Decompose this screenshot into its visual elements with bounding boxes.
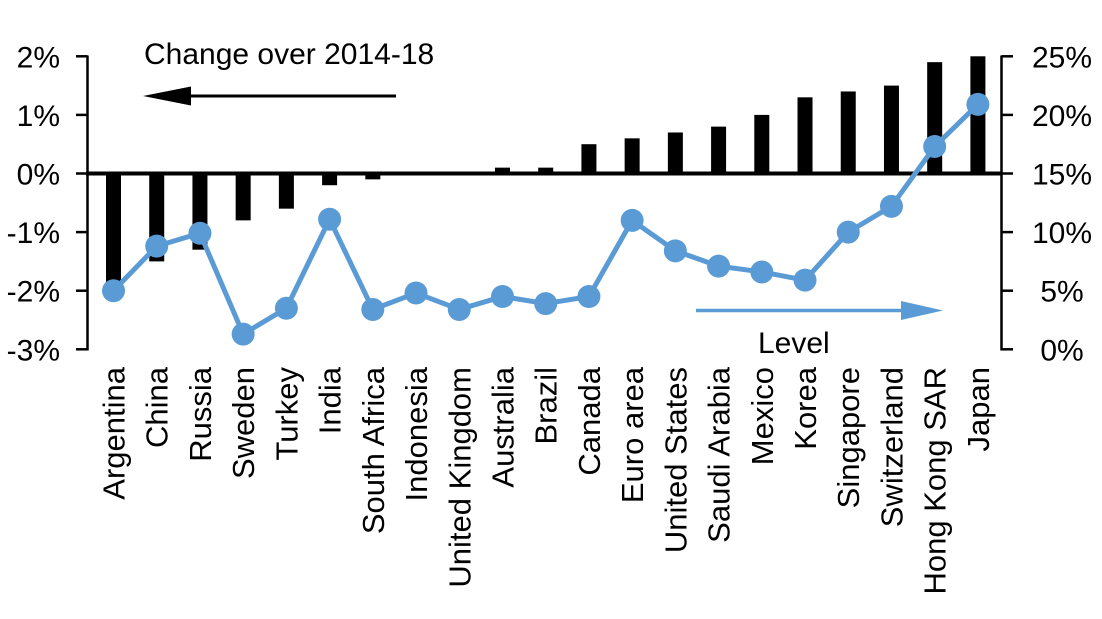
right-arrowhead-icon: [901, 301, 943, 320]
level-marker: [361, 297, 385, 321]
axes: 2% 1% 0% -1% -2% -3% 25% 20% 15% 10% 5% 0%: [7, 41, 1092, 367]
category-label: Saudi Arabia: [702, 366, 737, 543]
category-label: United States: [658, 367, 693, 553]
right-axis-tick-label: 0%: [1040, 334, 1083, 367]
right-axis-tick-label: 5%: [1040, 276, 1083, 309]
level-marker: [102, 279, 125, 303]
category-label: Sweden: [226, 367, 261, 479]
category-labels: Argentina China Russia Sweden Turkey India Sou…: [97, 366, 996, 594]
left-axis-tick-label: -1%: [7, 217, 60, 250]
category-label: Mexico: [745, 367, 780, 465]
category-label: India: [313, 366, 348, 434]
right-axis-tick-label: 25%: [1032, 41, 1092, 74]
level-marker: [274, 296, 298, 320]
bar: [840, 91, 856, 174]
level-marker: [231, 322, 255, 346]
level-marker: [966, 92, 990, 116]
bar: [883, 85, 899, 174]
bar: [106, 173, 121, 285]
bar: [797, 97, 813, 174]
left-arrowhead-icon: [143, 86, 191, 106]
level-marker: [447, 297, 471, 321]
change-series-label: Change over 2014-18: [144, 38, 434, 71]
bar: [667, 132, 683, 174]
bar: [624, 138, 640, 174]
level-marker: [534, 292, 558, 316]
bar-series: [106, 56, 986, 285]
right-axis-tick-label: 10%: [1032, 217, 1092, 250]
level-marker: [318, 207, 342, 231]
category-label: Japan: [961, 367, 996, 451]
left-axis-tick-label: -2%: [7, 276, 60, 309]
line-series: [102, 92, 990, 346]
level-marker: [577, 285, 601, 309]
level-annotation: Level: [696, 301, 943, 360]
level-marker: [620, 208, 644, 232]
bar: [754, 114, 770, 174]
left-axis-tick-label: 2%: [17, 41, 60, 74]
level-marker: [793, 268, 817, 292]
category-label: Argentina: [97, 366, 132, 499]
bar: [494, 167, 510, 174]
bar: [235, 173, 251, 221]
level-marker: [750, 260, 774, 284]
bar: [322, 173, 338, 186]
category-label: Indonesia: [399, 366, 434, 501]
level-marker: [188, 221, 212, 245]
level-marker: [145, 234, 169, 258]
category-label: Australia: [485, 366, 520, 487]
bar: [278, 173, 294, 209]
bar: [538, 167, 554, 174]
left-axis-tick-label: 1%: [17, 100, 60, 133]
category-label: Brazil: [529, 367, 564, 445]
level-marker: [707, 254, 731, 278]
category-label: South Africa: [356, 366, 391, 534]
category-label: China: [140, 366, 175, 448]
level-marker: [879, 194, 903, 218]
category-label: Canada: [572, 366, 607, 475]
level-marker: [923, 135, 947, 159]
left-axis-tick-label: -3%: [7, 334, 60, 367]
category-label: Singapore: [831, 367, 866, 508]
change-annotation: Change over 2014-18: [143, 38, 434, 106]
level-marker: [836, 220, 860, 244]
level-marker: [490, 285, 514, 309]
level-series-label: Level: [758, 327, 830, 360]
category-label: Euro area: [615, 366, 650, 503]
bar: [365, 173, 381, 180]
category-label: United Kingdom: [442, 367, 477, 588]
left-axis-tick-label: 0%: [17, 159, 60, 192]
category-label: Korea: [788, 366, 823, 449]
bar: [581, 144, 597, 174]
level-marker: [404, 281, 428, 305]
category-label: Switzerland: [874, 367, 909, 527]
right-axis-tick-label: 20%: [1032, 100, 1092, 133]
category-label: Hong Kong SAR: [918, 367, 953, 594]
bar: [711, 126, 727, 174]
category-label: Turkey: [269, 367, 304, 461]
right-axis-tick-label: 15%: [1032, 159, 1092, 192]
category-label: Russia: [183, 366, 218, 462]
level-marker: [663, 239, 687, 263]
